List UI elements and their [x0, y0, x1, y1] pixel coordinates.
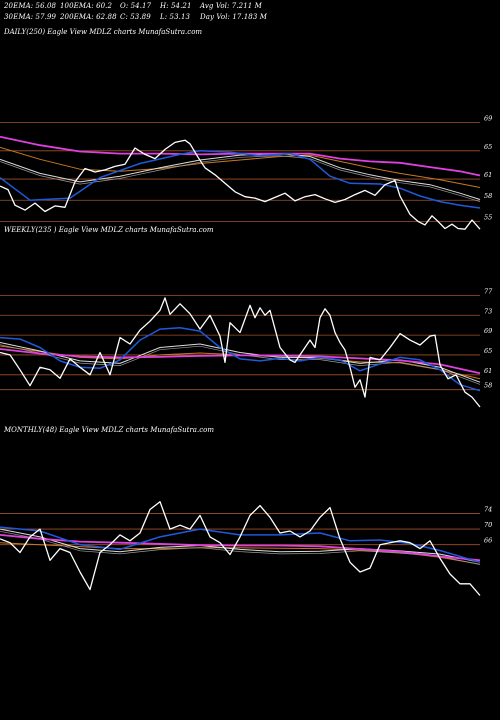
y-tick-label: 65 — [484, 347, 492, 355]
avg-volume-label: Avg Vol: 7.211 M — [200, 2, 262, 10]
series-price — [0, 501, 481, 596]
y-tick-label: 58 — [484, 192, 492, 200]
ema200-label: 200EMA: 62.88 — [60, 13, 117, 21]
high-label: H: 54.21 — [160, 2, 192, 10]
series-ema-fast — [0, 150, 481, 209]
y-tick-label: 70 — [484, 521, 492, 529]
series-ema-slow — [0, 345, 481, 380]
series-price — [0, 139, 481, 230]
series-ema-mid — [0, 342, 481, 383]
series-ema-mid-band — [0, 530, 481, 565]
day-volume-label: Day Vol: 17.183 M — [200, 13, 268, 21]
panel-0: 69 65 61 58 55 — [0, 115, 492, 230]
y-tick-label: 69 — [484, 115, 492, 123]
y-tick-label: 77 — [484, 287, 493, 295]
series-ema-long — [0, 135, 481, 177]
y-tick-label: 61 — [484, 171, 492, 179]
panel-2: 74 70 66 — [0, 501, 492, 596]
y-tick-label: 74 — [484, 505, 492, 513]
open-label: O: 54.17 — [120, 2, 152, 10]
low-label: L: 53.13 — [160, 13, 191, 21]
series-ema-fast — [0, 526, 481, 564]
weekly-panel-title: WEEKLY(235 ) Eagle View MDLZ charts Muna… — [4, 226, 214, 234]
y-tick-label: 69 — [484, 327, 492, 335]
panel-1: 77 73 69 65 61 58 — [0, 287, 493, 408]
monthly-panel-title: MONTHLY(48) Eagle View MDLZ charts Munaf… — [4, 426, 214, 434]
y-tick-label: 61 — [484, 367, 492, 375]
y-tick-label: 65 — [484, 143, 492, 151]
ema100-label: 100EMA: 60.2 — [60, 2, 113, 10]
ema20-label: 20EMA: 56.08 — [4, 2, 57, 10]
y-tick-label: 55 — [484, 213, 492, 221]
ema30-label: 30EMA: 57.99 — [4, 13, 57, 21]
y-tick-label: 66 — [484, 537, 492, 545]
close-label: C: 53.89 — [120, 13, 151, 21]
y-tick-label: 58 — [484, 382, 492, 390]
series-price — [0, 297, 481, 408]
daily-panel-title: DAILY(250) Eagle View MDLZ charts Munafa… — [4, 28, 203, 36]
y-tick-label: 73 — [484, 307, 492, 315]
series-ema-long — [0, 534, 481, 562]
series-ema-long — [0, 348, 481, 375]
